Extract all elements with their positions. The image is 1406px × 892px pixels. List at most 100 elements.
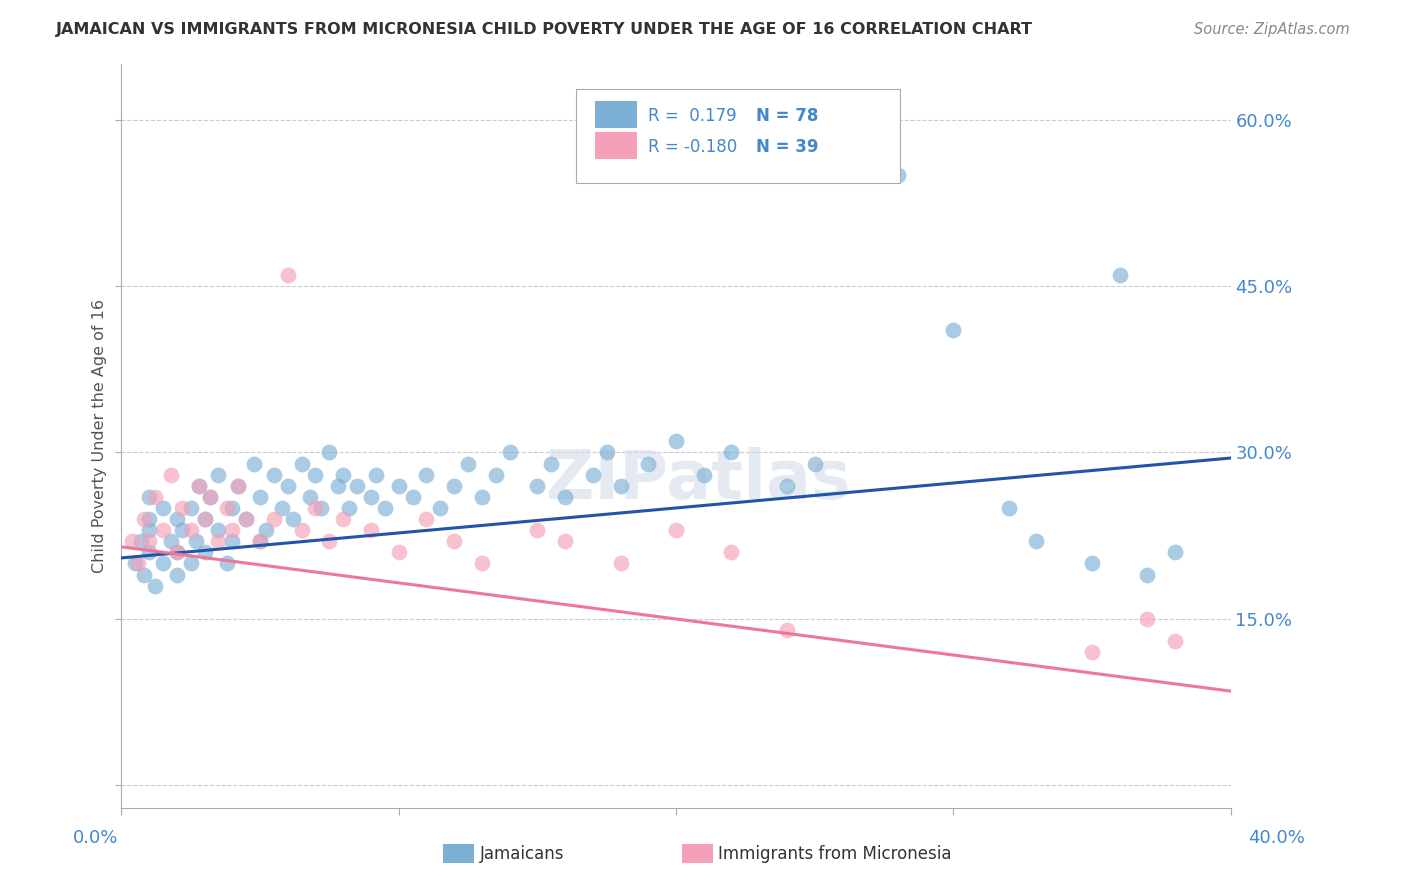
Point	[1081, 645, 1104, 659]
Point	[540, 457, 562, 471]
Point	[526, 479, 548, 493]
Point	[366, 467, 388, 482]
Point	[138, 545, 160, 559]
Point	[254, 523, 277, 537]
Point	[360, 523, 382, 537]
Point	[318, 534, 340, 549]
Point	[180, 523, 202, 537]
Point	[249, 490, 271, 504]
Point	[166, 545, 188, 559]
Point	[243, 457, 266, 471]
Point	[457, 457, 479, 471]
Point	[124, 557, 146, 571]
Text: 0.0%: 0.0%	[73, 829, 118, 847]
Point	[1136, 612, 1159, 626]
Point	[346, 479, 368, 493]
Point	[526, 523, 548, 537]
Point	[198, 490, 221, 504]
Point	[160, 534, 183, 549]
Point	[326, 479, 349, 493]
Point	[1164, 545, 1187, 559]
Point	[304, 467, 326, 482]
Point	[283, 512, 305, 526]
Point	[665, 434, 688, 449]
Point	[221, 523, 243, 537]
Point	[138, 512, 160, 526]
Point	[215, 500, 238, 515]
Point	[337, 500, 360, 515]
Point	[207, 467, 229, 482]
Point	[609, 479, 631, 493]
Text: ZIPatlas: ZIPatlas	[546, 448, 851, 514]
Point	[776, 479, 799, 493]
Point	[193, 512, 215, 526]
Point	[160, 467, 183, 482]
Point	[263, 512, 285, 526]
Text: R = -0.180: R = -0.180	[648, 137, 737, 156]
Point	[166, 567, 188, 582]
Point	[554, 534, 576, 549]
Point	[186, 534, 208, 549]
Point	[221, 500, 243, 515]
Point	[138, 534, 160, 549]
Point	[332, 467, 354, 482]
Point	[188, 479, 211, 493]
Point	[127, 557, 149, 571]
Point	[138, 490, 160, 504]
Text: Source: ZipAtlas.com: Source: ZipAtlas.com	[1194, 22, 1350, 37]
Point	[942, 323, 965, 337]
Point	[304, 500, 326, 515]
Point	[609, 557, 631, 571]
Point	[277, 479, 299, 493]
Text: Immigrants from Micronesia: Immigrants from Micronesia	[718, 845, 952, 863]
Point	[471, 557, 494, 571]
Text: R =  0.179: R = 0.179	[648, 106, 737, 125]
Point	[1136, 567, 1159, 582]
Point	[554, 490, 576, 504]
Point	[180, 557, 202, 571]
Point	[235, 512, 257, 526]
Point	[249, 534, 271, 549]
Point	[207, 523, 229, 537]
Point	[415, 512, 437, 526]
Point	[166, 512, 188, 526]
Point	[226, 479, 249, 493]
Point	[298, 490, 321, 504]
Point	[172, 523, 194, 537]
Point	[665, 523, 688, 537]
Point	[143, 579, 166, 593]
Point	[997, 500, 1019, 515]
Point	[198, 490, 221, 504]
Point	[291, 523, 314, 537]
Point	[193, 512, 215, 526]
Point	[443, 534, 465, 549]
Point	[188, 479, 211, 493]
Point	[132, 512, 155, 526]
Point	[1108, 268, 1130, 282]
Point	[138, 523, 160, 537]
Point	[776, 623, 799, 637]
Point	[429, 500, 451, 515]
Point	[720, 445, 742, 459]
Point	[498, 445, 520, 459]
Text: 40.0%: 40.0%	[1249, 829, 1305, 847]
Point	[249, 534, 271, 549]
Point	[1164, 634, 1187, 648]
Point	[318, 445, 340, 459]
Point	[443, 479, 465, 493]
Point	[360, 490, 382, 504]
Point	[332, 512, 354, 526]
Point	[221, 534, 243, 549]
Point	[637, 457, 659, 471]
Y-axis label: Child Poverty Under the Age of 16: Child Poverty Under the Age of 16	[93, 299, 107, 573]
Text: JAMAICAN VS IMMIGRANTS FROM MICRONESIA CHILD POVERTY UNDER THE AGE OF 16 CORRELA: JAMAICAN VS IMMIGRANTS FROM MICRONESIA C…	[56, 22, 1033, 37]
Point	[129, 534, 152, 549]
Text: N = 39: N = 39	[756, 137, 818, 156]
Point	[401, 490, 423, 504]
Point	[166, 545, 188, 559]
Point	[207, 534, 229, 549]
Point	[180, 500, 202, 515]
Point	[595, 445, 617, 459]
Point	[132, 567, 155, 582]
Point	[720, 545, 742, 559]
